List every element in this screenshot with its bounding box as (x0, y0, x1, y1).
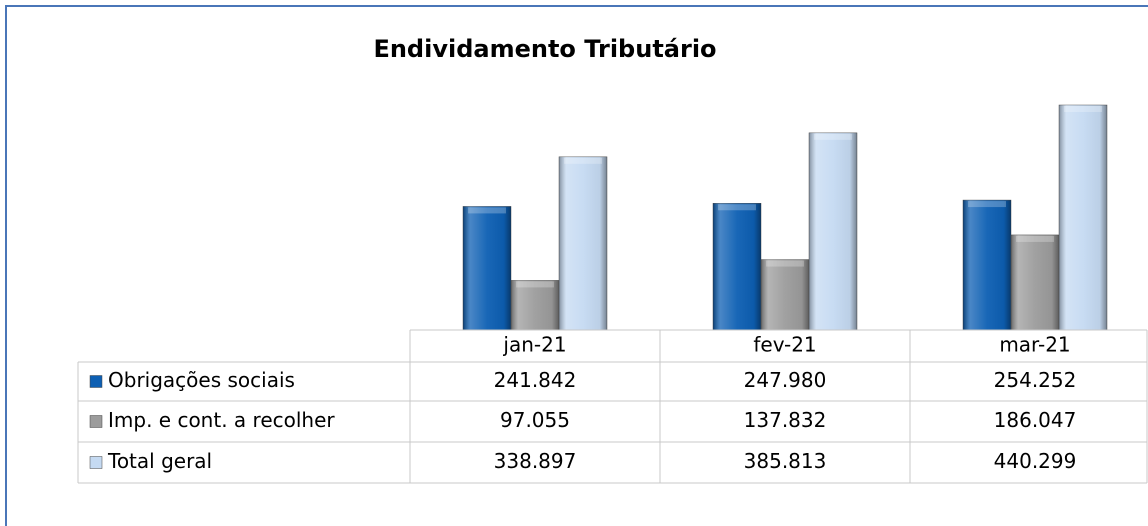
bar-bevel (1016, 235, 1054, 242)
bar-bevel (718, 204, 756, 211)
bar-bevel (1064, 106, 1102, 112)
data-label: 247.980 (744, 368, 827, 392)
data-label: 440.299 (994, 449, 1077, 473)
legend-label: Obrigações sociais (108, 368, 295, 392)
bar-bevel (564, 157, 602, 164)
data-label: 241.842 (494, 368, 577, 392)
x-tick-label: jan-21 (502, 333, 566, 357)
bar-bevel (516, 281, 554, 288)
bar-bevel (468, 207, 506, 214)
bar-bevel (814, 133, 852, 140)
x-tick-label: mar-21 (999, 333, 1070, 357)
data-label: 385.813 (744, 449, 827, 473)
data-label: 97.055 (500, 408, 570, 432)
bar-bevel (766, 260, 804, 267)
data-label: 186.047 (994, 408, 1077, 432)
legend-label: Total geral (107, 449, 212, 473)
bar-shine (713, 203, 761, 330)
data-label: 338.897 (494, 449, 577, 473)
chart-frame (5, 5, 1148, 526)
bar-shine (1059, 105, 1107, 330)
legend-swatch (89, 415, 103, 428)
bar-shine (463, 206, 511, 330)
bar-shine (511, 280, 559, 330)
bar-shine (761, 259, 809, 330)
data-label: 254.252 (994, 368, 1077, 392)
bar-shine (809, 132, 857, 330)
legend-swatch (89, 375, 103, 388)
bar-shine (1011, 234, 1059, 330)
legend-swatch (89, 456, 103, 469)
bar-shine (963, 200, 1011, 330)
x-tick-label: fev-21 (753, 333, 816, 357)
bar-bevel (968, 201, 1006, 208)
bar-shine (559, 156, 607, 330)
legend-label: Imp. e cont. a recolher (108, 408, 335, 432)
data-label: 137.832 (744, 408, 827, 432)
chart-title: Endividamento Tributário (373, 35, 716, 63)
